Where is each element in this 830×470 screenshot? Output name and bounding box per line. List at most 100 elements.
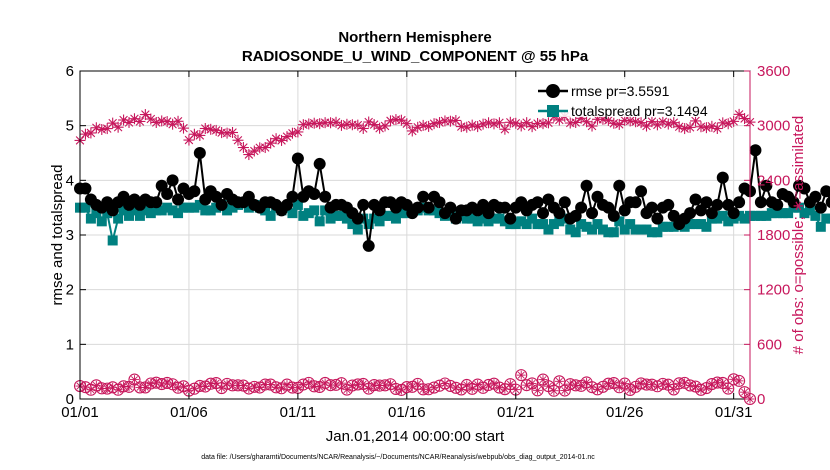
assimilated-low-stroke (245, 385, 253, 393)
assimilated-stroke (544, 118, 553, 128)
assimilated-stroke (92, 123, 101, 133)
assimilated-stroke (113, 122, 123, 132)
assimilated-point (270, 133, 282, 145)
assimilated-low-point (701, 383, 711, 393)
assimilated-low-stroke (474, 381, 482, 389)
assimilated-low-stroke (114, 386, 122, 394)
totalspread-point (641, 224, 652, 235)
assimilated-low-stroke (408, 383, 416, 391)
assimilated-stroke (467, 120, 477, 130)
assimilated-low-stroke (550, 387, 558, 395)
assimilated-stroke (358, 124, 368, 133)
rmse-point (150, 196, 163, 209)
assimilated-point (156, 115, 168, 127)
rmse-point (700, 196, 713, 209)
rmse-point (193, 147, 206, 159)
possible-point (515, 369, 528, 382)
assimilated-low-point (315, 382, 325, 392)
y-left-tick-label: 3 (66, 227, 74, 244)
assimilated-point (700, 122, 712, 134)
totalspread-point (761, 210, 772, 221)
assimilated-low-point (375, 381, 385, 391)
totalspread-point (772, 208, 783, 219)
totalspread-point (194, 199, 205, 210)
totalspread-point (636, 224, 647, 235)
assimilated-low-point (157, 379, 167, 389)
assimilated-stroke (81, 129, 90, 139)
assimilated-stroke (315, 119, 324, 128)
assimilated-low-stroke (539, 376, 547, 384)
assimilated-stroke (211, 126, 221, 135)
assimilated-low-stroke (702, 384, 710, 392)
assimilated-point (608, 117, 620, 129)
assimilated-stroke (664, 119, 673, 129)
assimilated-stroke (582, 117, 591, 127)
assimilated-stroke (233, 135, 243, 145)
assimilated-low-stroke (512, 386, 520, 394)
rmse-point (319, 190, 332, 203)
assimilated-low-stroke (365, 385, 373, 393)
assimilated-low-point (636, 378, 646, 388)
rmse-point (635, 185, 648, 198)
assimilated-low-point (108, 382, 118, 392)
assimilated-low-point (609, 378, 619, 388)
assimilated-stroke (691, 116, 700, 126)
assimilated-low-stroke (348, 382, 356, 390)
rmse-point (645, 201, 658, 214)
totalspread-point (766, 208, 777, 219)
assimilated-low-point (473, 380, 483, 390)
legend-rmse-marker (546, 84, 560, 98)
x-axis-label: Jan.01,2014 00:00:00 start (326, 428, 505, 445)
assimilated-low-stroke (724, 385, 732, 393)
assimilated-point (248, 145, 260, 157)
rmse-point (313, 157, 326, 170)
rmse-point (684, 207, 697, 220)
assimilated-stroke (658, 117, 668, 127)
totalspread-point (298, 210, 309, 221)
rmse-point (166, 174, 179, 187)
totalspread-point (461, 213, 472, 224)
assimilated-low-point (413, 379, 423, 389)
assimilated-point (499, 123, 511, 135)
rmse-point (607, 209, 620, 222)
assimilated-low-stroke (425, 385, 433, 393)
assimilated-stroke (331, 118, 341, 127)
totalspread-point (821, 213, 830, 224)
assimilated-low-point (277, 383, 287, 393)
totalspread-point (178, 202, 189, 213)
assimilated-stroke (647, 117, 657, 126)
y-right-tick-label: 1200 (757, 282, 790, 299)
totalspread-point (243, 202, 254, 213)
x-tick-label: 01/26 (606, 404, 644, 421)
totalspread-point (331, 210, 342, 221)
totalspread-point (320, 205, 331, 216)
assimilated-point (167, 118, 179, 130)
rmse-point (553, 207, 566, 220)
assimilated-point (177, 122, 189, 134)
assimilated-low-point (173, 383, 183, 393)
totalspread-point (712, 213, 723, 224)
assimilated-low-stroke (446, 382, 454, 390)
totalspread-point (124, 210, 135, 221)
totalspread-point (341, 213, 352, 224)
rmse-point (711, 198, 724, 211)
rmse-point (188, 185, 201, 198)
assimilated-point (112, 121, 124, 133)
assimilated-low-stroke (81, 383, 89, 391)
totalspread-point (227, 202, 238, 213)
assimilated-low-point (674, 378, 684, 388)
assimilated-stroke (674, 122, 684, 132)
assimilated-low-stroke (534, 386, 542, 394)
totalspread-point (96, 216, 107, 227)
rmse-point (716, 171, 729, 184)
assimilated-low-point (631, 382, 641, 392)
assimilated-low-stroke (179, 382, 187, 390)
y-axis-left-label: rmse and totalspread (49, 165, 66, 306)
assimilated-stroke (429, 119, 439, 128)
totalspread-point (200, 205, 211, 216)
assimilated-stroke (538, 119, 548, 128)
totalspread-point (314, 216, 325, 227)
possible-point (722, 382, 735, 395)
assimilated-low-point (113, 385, 123, 395)
